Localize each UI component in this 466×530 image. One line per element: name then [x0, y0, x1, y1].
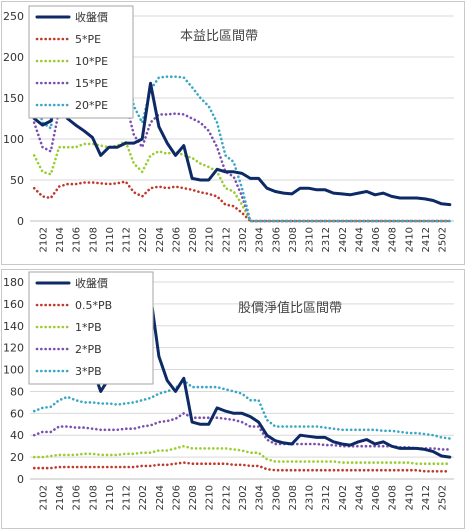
x-tick-label: 2110: [105, 227, 116, 252]
x-tick-label: 2408: [388, 227, 399, 252]
x-tick-label: 2110: [105, 485, 116, 510]
chart-title: 本益比區間帶: [180, 29, 258, 44]
x-tick-label: 2112: [122, 485, 133, 510]
y-tick-label: 160: [3, 298, 24, 311]
x-tick-label: 2304: [255, 485, 266, 510]
x-tick-label: 2406: [371, 227, 382, 252]
x-tick-label: 2308: [288, 485, 299, 510]
x-tick-label: 2308: [288, 227, 299, 252]
series-line-4: [32, 379, 452, 440]
legend-label: 20*PE: [75, 99, 108, 112]
y-tick-label: 40: [10, 429, 24, 442]
y-tick-label: 100: [3, 133, 24, 146]
x-tick-label: 2412: [421, 485, 432, 510]
x-tick-label: 2106: [72, 485, 83, 510]
legend-label: 0.5*PB: [75, 299, 112, 312]
y-tick-label: 180: [3, 276, 24, 289]
pe-band-chart: 0 50 100 150 200 250 2102 2104 2106 2108 2110 2112 2…: [3, 5, 454, 252]
y-tick-label: 60: [10, 407, 24, 420]
pe-band-chart-panel: 0 50 100 150 200 250 2102 2104 2106 2108 2110 2112 2…: [1, 1, 465, 265]
x-tick-label: 2406: [371, 485, 382, 510]
y-tick-label: 50: [10, 174, 24, 187]
x-tick-label: 2104: [55, 227, 66, 252]
x-tick-label: 2206: [171, 485, 182, 510]
legend-label: 3*PB: [75, 365, 102, 378]
x-tick-label: 2102: [38, 485, 49, 510]
x-tick-label: 2202: [138, 485, 149, 510]
x-tick-label: 2410: [404, 485, 415, 510]
x-tick-label: 2210: [205, 485, 216, 510]
x-tick-label: 2412: [421, 227, 432, 252]
series-line-2: [32, 444, 452, 465]
y-tick-label: 250: [3, 10, 24, 23]
x-tick-label: 2402: [338, 485, 349, 510]
x-tick-label: 2304: [255, 227, 266, 252]
x-tick-label: 2212: [221, 227, 232, 252]
legend-label: 收盤價: [75, 276, 108, 290]
y-tick-label: 80: [10, 385, 24, 398]
x-tick-label: 2408: [388, 485, 399, 510]
legend-label: 10*PE: [75, 55, 108, 68]
pb-band-chart-panel: 0 20 40 60 80 100 120 140 160 180 2102 2104 2106 2108…: [1, 269, 465, 529]
legend-label: 1*PB: [75, 321, 102, 334]
series-line-3: [32, 412, 452, 451]
x-tick-label: 2206: [171, 227, 182, 252]
x-tick-label: 2108: [88, 485, 99, 510]
x-tick-label: 2306: [271, 485, 282, 510]
x-tick-label: 2208: [188, 227, 199, 252]
y-tick-label: 20: [10, 451, 24, 464]
pb-band-chart: 0 20 40 60 80 100 120 140 160 180 2102 2104 2106 2108…: [3, 271, 454, 510]
legend-label: 2*PB: [75, 343, 102, 356]
x-tick-label: 2302: [238, 227, 249, 252]
x-tick-label: 2202: [138, 227, 149, 252]
x-tick-label: 2112: [122, 227, 133, 252]
x-tick-label: 2312: [321, 485, 332, 510]
legend-label: 15*PE: [75, 77, 108, 90]
x-tick-label: 2108: [88, 227, 99, 252]
x-tick-label: 2208: [188, 485, 199, 510]
y-tick-label: 120: [3, 342, 24, 355]
x-tick-label: 2106: [72, 227, 83, 252]
x-tick-label: 2204: [155, 227, 166, 252]
y-tick-label: 100: [3, 364, 24, 377]
x-tick-label: 2502: [438, 227, 449, 252]
x-tick-label: 2306: [271, 227, 282, 252]
x-tick-label: 2502: [438, 485, 449, 510]
legend-label: 收盤價: [75, 10, 108, 24]
series-line-1: [32, 461, 452, 473]
x-tick-label: 2404: [354, 485, 365, 510]
series-line-0: [32, 293, 452, 459]
x-tick-label: 2102: [38, 227, 49, 252]
x-tick-label: 2104: [55, 485, 66, 510]
y-tick-label: 140: [3, 320, 24, 333]
x-tick-label: 2212: [221, 485, 232, 510]
x-tick-label: 2310: [305, 227, 316, 252]
x-tick-label: 2404: [354, 227, 365, 252]
x-tick-label: 2204: [155, 485, 166, 510]
x-tick-label: 2310: [305, 485, 316, 510]
x-tick-label: 2210: [205, 227, 216, 252]
series-line-0: [32, 81, 452, 207]
y-tick-label: 200: [3, 51, 24, 64]
x-tick-label: 2410: [404, 227, 415, 252]
chart-title: 股價淨值比區間帶: [238, 300, 342, 316]
y-tick-label: 150: [3, 92, 24, 105]
series-line-1: [32, 180, 452, 223]
y-tick-label: 0: [17, 473, 24, 486]
y-tick-label: 0: [17, 215, 24, 228]
x-tick-label: 2402: [338, 227, 349, 252]
legend-label: 5*PE: [75, 33, 101, 46]
x-tick-label: 2312: [321, 227, 332, 252]
x-tick-label: 2302: [238, 485, 249, 510]
series-line-2: [32, 140, 452, 223]
